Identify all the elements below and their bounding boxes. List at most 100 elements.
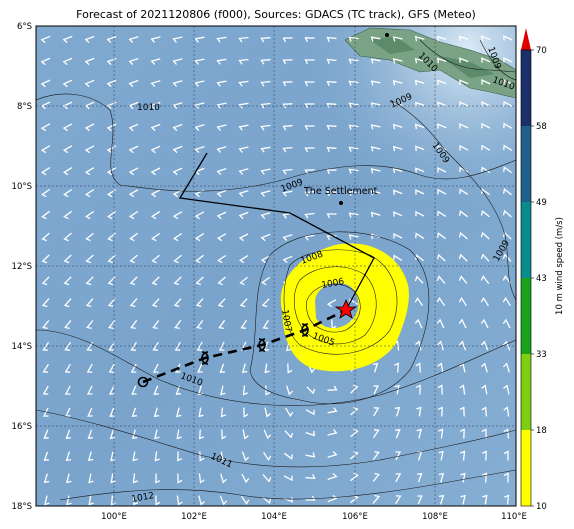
wind-barb bbox=[128, 210, 139, 220]
wind-barb bbox=[128, 167, 139, 176]
wind-barb bbox=[260, 102, 271, 109]
wind-barb bbox=[62, 145, 73, 154]
wind-barb bbox=[43, 473, 50, 484]
wind-barb bbox=[218, 341, 225, 351]
wind-barb bbox=[128, 101, 139, 110]
wind-barb bbox=[40, 145, 51, 154]
wind-barb bbox=[348, 58, 359, 64]
wind-barb bbox=[174, 341, 181, 351]
wind-barb bbox=[87, 407, 93, 417]
wind-barb bbox=[481, 428, 487, 439]
wind-barb bbox=[238, 146, 249, 153]
wind-barb bbox=[154, 429, 160, 440]
wind-barb bbox=[88, 495, 94, 506]
wind-barb bbox=[304, 212, 315, 219]
wind-barb bbox=[132, 451, 138, 462]
wind-barb bbox=[282, 234, 293, 241]
wind-barb bbox=[128, 36, 139, 43]
wind-barb bbox=[414, 79, 425, 86]
wind-barb bbox=[175, 363, 181, 373]
wind-barb bbox=[459, 35, 469, 41]
wind-barb bbox=[260, 37, 271, 43]
wind-barb bbox=[395, 429, 401, 439]
wind-barb bbox=[282, 37, 293, 43]
lat-label: 12°S bbox=[12, 262, 32, 272]
wind-barb bbox=[415, 189, 425, 195]
wind-barb bbox=[85, 298, 94, 308]
wind-barb bbox=[242, 429, 249, 440]
wind-barb bbox=[238, 80, 249, 87]
wind-barb bbox=[284, 430, 294, 439]
wind-barb bbox=[41, 298, 50, 308]
wind-barb bbox=[172, 58, 183, 65]
wind-barb bbox=[63, 210, 72, 220]
wind-barb bbox=[194, 102, 205, 109]
wind-barb bbox=[63, 188, 73, 198]
wind-barb bbox=[43, 451, 49, 461]
wind-barb bbox=[414, 101, 425, 108]
wind-barb bbox=[216, 80, 227, 87]
wind-barb bbox=[304, 191, 315, 197]
wind-barb bbox=[221, 429, 227, 440]
wind-barb bbox=[238, 211, 249, 220]
wind-barb bbox=[326, 124, 337, 131]
wind-barb bbox=[460, 494, 466, 505]
wind-barb bbox=[106, 35, 117, 44]
wind-barb bbox=[370, 36, 381, 42]
wind-barb bbox=[305, 452, 316, 458]
lat-label: 8°S bbox=[17, 102, 32, 112]
wind-barb bbox=[373, 385, 379, 395]
wind-barb bbox=[414, 254, 424, 262]
wind-barb bbox=[260, 59, 271, 65]
wind-barb bbox=[42, 407, 49, 417]
wind-barb bbox=[260, 146, 271, 153]
wind-barb bbox=[128, 79, 139, 88]
wind-barb bbox=[283, 497, 293, 503]
wind-barb bbox=[106, 101, 117, 110]
wind-barb bbox=[86, 320, 94, 330]
wind-barb bbox=[41, 232, 50, 242]
wind-barb bbox=[437, 188, 447, 195]
wind-barb bbox=[304, 81, 315, 87]
wind-barb bbox=[459, 428, 465, 439]
wind-barb bbox=[458, 210, 468, 218]
wind-barb bbox=[194, 233, 205, 242]
wind-barb bbox=[154, 451, 160, 462]
wind-barb bbox=[304, 59, 315, 65]
wind-barb bbox=[194, 145, 205, 154]
graticule bbox=[36, 26, 516, 506]
wind-barb bbox=[282, 103, 293, 109]
wind-barb bbox=[282, 168, 293, 175]
wind-barb bbox=[260, 233, 271, 242]
wind-barb bbox=[172, 211, 183, 220]
wind-barb bbox=[150, 36, 161, 43]
tc-symbol bbox=[258, 338, 266, 352]
wind-barb bbox=[172, 36, 183, 43]
wind-barbs bbox=[40, 35, 513, 506]
wind-barb bbox=[415, 340, 422, 351]
wind-barb bbox=[63, 254, 72, 264]
wind-barb bbox=[304, 234, 315, 241]
wind-barb bbox=[198, 495, 205, 506]
wind-barb bbox=[503, 450, 509, 461]
wind-barb bbox=[129, 232, 138, 242]
wind-barb bbox=[155, 495, 161, 506]
wind-barb bbox=[370, 58, 381, 64]
wind-barb bbox=[238, 189, 249, 198]
wind-barb bbox=[503, 472, 509, 483]
wind-barb bbox=[216, 211, 227, 220]
colorbar-tick: 33 bbox=[536, 350, 547, 360]
wind-barb bbox=[282, 190, 293, 197]
wind-barb bbox=[437, 340, 444, 351]
wind-barb bbox=[106, 189, 117, 198]
wind-barb bbox=[415, 167, 425, 173]
isobar-label: 1007 bbox=[279, 309, 293, 333]
wind-barb bbox=[481, 57, 491, 63]
wind-barb bbox=[262, 319, 269, 329]
wind-barb bbox=[107, 254, 116, 264]
wind-barb bbox=[216, 233, 227, 242]
wind-barb bbox=[41, 210, 50, 220]
wind-barb bbox=[42, 385, 49, 395]
wind-barb bbox=[502, 231, 512, 240]
wind-barb bbox=[458, 275, 468, 284]
